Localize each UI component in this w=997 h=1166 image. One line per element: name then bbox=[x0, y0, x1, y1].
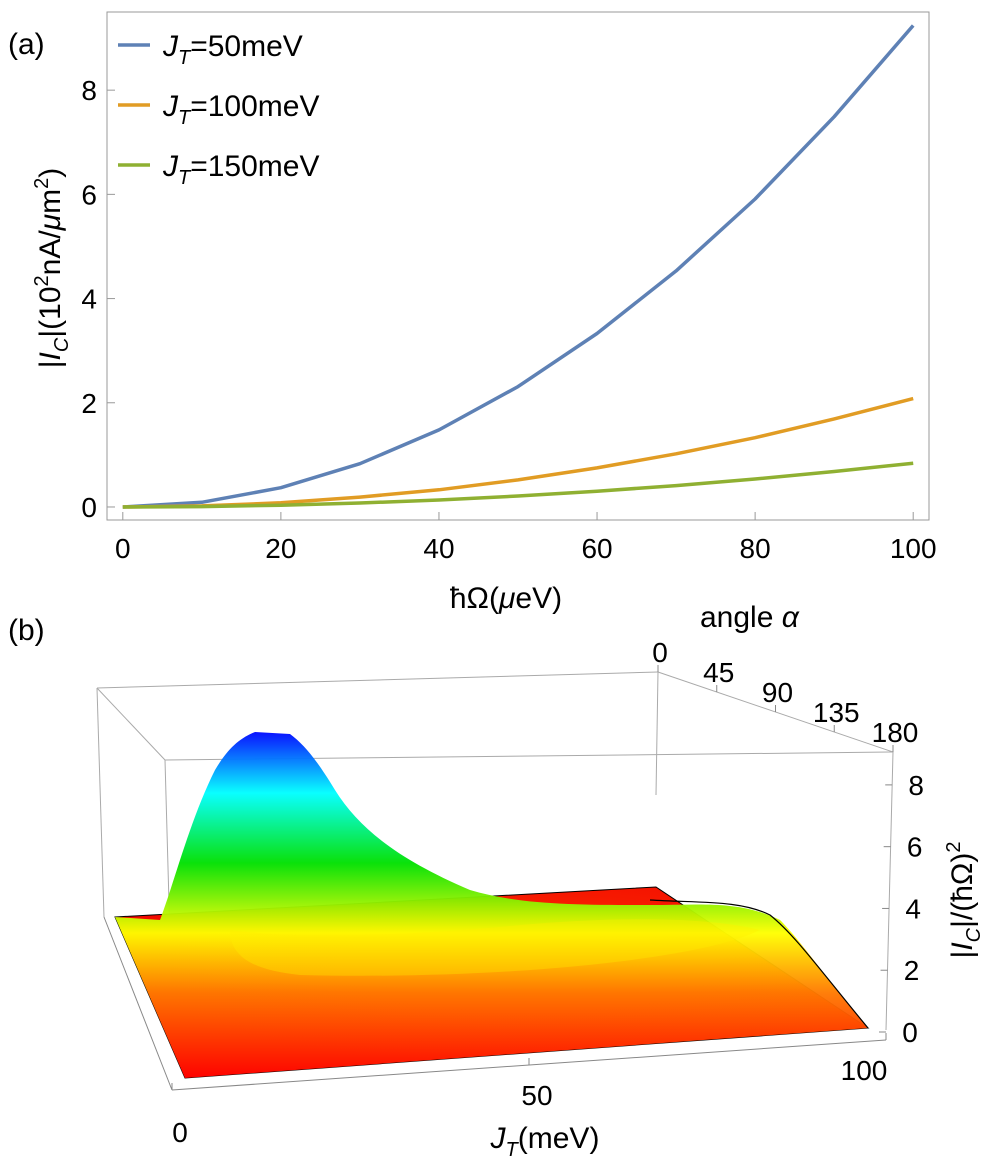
series-lines bbox=[122, 24, 915, 509]
y-axis-label: |IC|(102nA/μm2) bbox=[31, 168, 73, 368]
angle-tick-label: 135 bbox=[813, 697, 860, 728]
jt-axis-label: JT(meV) bbox=[490, 1122, 600, 1161]
z-tick-label: 4 bbox=[905, 893, 921, 924]
y-tick-label: 0 bbox=[81, 492, 97, 523]
angle-tick-label: 90 bbox=[762, 677, 793, 708]
x-tick-label: 80 bbox=[740, 533, 771, 564]
y-ticks: 0 2 4 6 8 bbox=[81, 75, 115, 523]
z-tick-label: 0 bbox=[902, 1017, 918, 1048]
legend-label: JT=150meV bbox=[162, 150, 319, 189]
z-axis-label: |IC|/(ħΩ)2 bbox=[943, 842, 985, 959]
x-tick-label: 20 bbox=[265, 533, 296, 564]
legend-label: JT=100meV bbox=[162, 90, 319, 129]
angle-tick-label: 0 bbox=[652, 637, 668, 668]
jt-tick-label: 50 bbox=[521, 1080, 552, 1111]
y-tick-label: 2 bbox=[81, 388, 97, 419]
angle-ticks: 0 45 90 135 180 bbox=[652, 637, 918, 752]
x-tick-label: 100 bbox=[890, 533, 937, 564]
z-tick-label: 2 bbox=[904, 955, 920, 986]
z-tick-label: 8 bbox=[908, 770, 924, 801]
surface-edge-line bbox=[649, 899, 869, 1029]
angle-axis-label: angle α bbox=[700, 601, 800, 634]
series-line-3 bbox=[122, 461, 914, 509]
jt-ticks: 0 50 100 bbox=[171, 1033, 888, 1148]
jt-tick-label: 0 bbox=[172, 1117, 188, 1148]
y-tick-label: 6 bbox=[81, 179, 97, 210]
angle-tick-label: 45 bbox=[703, 657, 734, 688]
panel-a-label: (a) bbox=[8, 28, 45, 61]
angle-tick-label: 180 bbox=[872, 717, 919, 748]
legend-label: JT=50meV bbox=[162, 30, 303, 69]
y-tick-label: 4 bbox=[81, 284, 97, 315]
x-tick-label: 0 bbox=[115, 533, 131, 564]
z-tick-label: 6 bbox=[907, 832, 923, 863]
x-tick-label: 60 bbox=[581, 533, 612, 564]
surface-peak bbox=[115, 732, 868, 1078]
z-ticks: 0 2 4 6 8 bbox=[879, 770, 924, 1048]
jt-tick-label: 100 bbox=[841, 1055, 888, 1086]
panel-a: (a) 0 20 40 60 80 100 0 2 4 6 8 JT=50meV JT=100meV… bbox=[8, 11, 937, 615]
legend: JT=50meV JT=100meV JT=150meV bbox=[118, 30, 319, 189]
panel-b-label: (b) bbox=[8, 614, 45, 647]
panel-b: (b) 0 50 100 0 45 90 135 180 0 2 4 6 8 angle α bbox=[8, 601, 985, 1161]
plot-frame bbox=[106, 11, 930, 521]
x-axis-label: ħΩ(μeV) bbox=[450, 582, 562, 615]
x-tick-label: 40 bbox=[423, 533, 454, 564]
x-ticks: 0 20 40 60 80 100 bbox=[115, 512, 937, 564]
y-tick-label: 8 bbox=[81, 75, 97, 106]
surface-highlight bbox=[230, 919, 760, 976]
series-line-2 bbox=[122, 396, 914, 509]
series-line-1 bbox=[122, 24, 915, 509]
